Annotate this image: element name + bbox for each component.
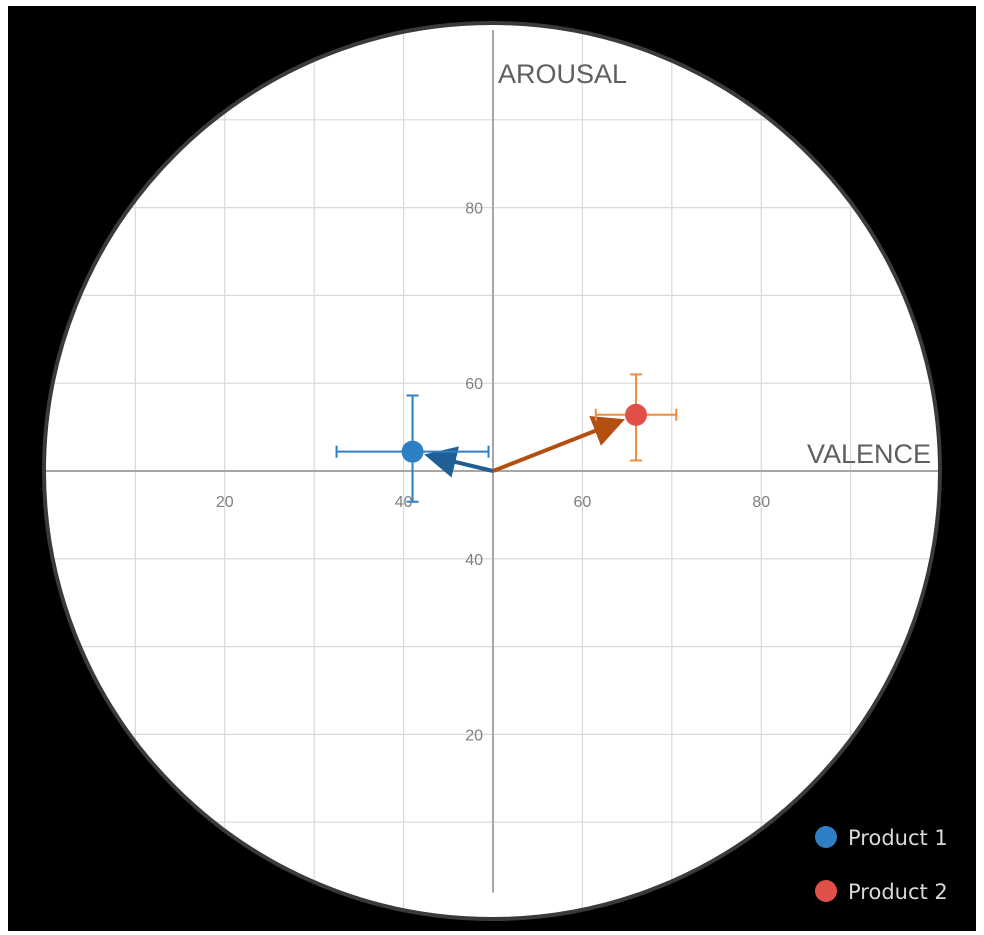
legend-label: Product 1 — [848, 826, 948, 850]
direction-arrow — [492, 416, 625, 473]
x-tick-label: 80 — [752, 494, 770, 511]
data-point — [625, 403, 648, 426]
x-tick-label: 20 — [216, 494, 234, 511]
legend: Product 1 Product 2 — [815, 826, 948, 904]
tick-labels: 20 40 60 80 80 60 40 20 — [216, 201, 770, 745]
x-tick-label: 60 — [574, 494, 592, 511]
y-axis-title: AROUSAL — [498, 59, 627, 89]
x-axis-title: VALENCE — [807, 439, 931, 469]
series-2 — [492, 373, 678, 473]
y-tick-label: 40 — [465, 552, 483, 569]
y-tick-label: 60 — [465, 376, 483, 393]
plot-area-rim — [42, 21, 942, 921]
data-point — [401, 440, 424, 463]
y-tick-label: 80 — [465, 201, 483, 218]
x-tick-label: 40 — [395, 494, 413, 511]
direction-arrow — [424, 446, 494, 478]
legend-marker — [815, 826, 837, 848]
data-marks — [335, 373, 678, 503]
series-1 — [335, 394, 494, 503]
y-tick-label: 20 — [465, 727, 483, 744]
legend-marker — [815, 880, 837, 902]
legend-label: Product 2 — [848, 880, 948, 904]
